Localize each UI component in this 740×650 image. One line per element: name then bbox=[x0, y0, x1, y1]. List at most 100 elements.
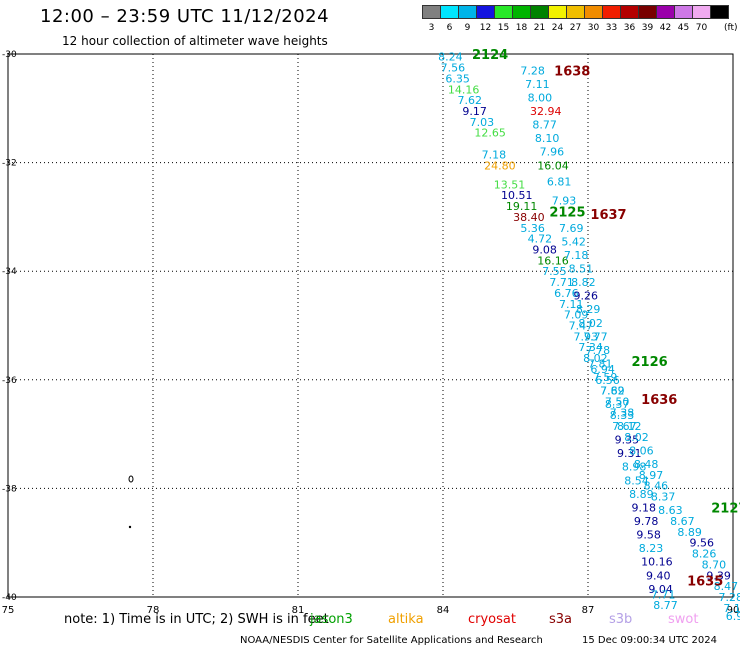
legend-label: 70 bbox=[695, 23, 708, 33]
swh-value-label: 8.29 bbox=[576, 303, 601, 316]
swh-value-label: 10.51 bbox=[501, 189, 533, 202]
swh-value-label: 7.11 bbox=[525, 78, 550, 91]
swh-value-label: 8.97 bbox=[639, 469, 664, 482]
swh-value-label: 8.48 bbox=[634, 458, 659, 471]
pass-number-label: 1636 bbox=[641, 393, 677, 408]
swh-value-label: 7.93 bbox=[574, 330, 599, 343]
swh-value-label: 13.51 bbox=[494, 178, 526, 191]
legend-label: 36 bbox=[623, 23, 636, 33]
swh-value-label: 8.77 bbox=[653, 599, 678, 612]
swh-value-label: 8.63 bbox=[658, 504, 683, 517]
swh-value-label: 7.93 bbox=[552, 195, 577, 208]
legend-label: 33 bbox=[605, 23, 618, 33]
swh-value-label: 6.95 bbox=[726, 610, 740, 623]
swh-value-label: 7.03 bbox=[470, 116, 495, 129]
swh-value-label: 8.37 bbox=[651, 491, 676, 504]
swh-value-label: 12.65 bbox=[474, 127, 506, 140]
map-frame bbox=[7, 53, 734, 598]
lat-tick-label: -30 bbox=[2, 50, 17, 60]
swh-value-label: 8.77 bbox=[532, 119, 557, 132]
swh-value-label: 8.02 bbox=[624, 431, 649, 444]
satellite-name-s3b: s3b bbox=[609, 612, 633, 627]
legend-label: 42 bbox=[659, 23, 672, 33]
swh-value-label: 8.67 bbox=[670, 515, 695, 528]
swh-value-label: 9.40 bbox=[646, 569, 671, 582]
swh-value-label: 8.47 bbox=[714, 580, 739, 593]
swh-value-label: 16.04 bbox=[537, 159, 569, 172]
swh-value-label: 7.69 bbox=[600, 385, 625, 398]
legend-label: 15 bbox=[497, 23, 510, 33]
swh-value-label: 9.04 bbox=[648, 583, 673, 596]
swh-value-label: 8.82 bbox=[571, 276, 596, 289]
lon-tick-label: 75 bbox=[2, 605, 15, 616]
swh-value-label: 8.02 bbox=[583, 352, 608, 365]
lon-tick-label: 87 bbox=[582, 605, 595, 616]
swh-value-label: 10.16 bbox=[641, 556, 673, 569]
legend-label: 27 bbox=[569, 23, 582, 33]
swh-value-label: 7.62 bbox=[458, 94, 483, 107]
swh-value-label: 9.18 bbox=[632, 501, 657, 514]
swh-value-label: 7.28 bbox=[719, 591, 740, 604]
swh-value-label: 9.08 bbox=[532, 243, 557, 256]
swh-value-label: 6.81 bbox=[547, 176, 572, 189]
swh-value-label: 7.71 bbox=[549, 276, 574, 289]
legend-label: 39 bbox=[641, 23, 654, 33]
swh-value-label: 8.02 bbox=[578, 317, 603, 330]
swh-value-label: 8.06 bbox=[629, 444, 654, 457]
pass-number-label: 1638 bbox=[554, 64, 590, 79]
swh-value-label: 9.26 bbox=[574, 290, 599, 303]
swh-value-label: 8.51 bbox=[569, 262, 594, 275]
swh-value-label: 8.24 bbox=[438, 51, 463, 64]
swh-value-label: 32.94 bbox=[530, 105, 562, 118]
footnote: note: 1) Time is in UTC; 2) SWH is in fe… bbox=[64, 612, 329, 627]
swh-value-label: 9.35 bbox=[615, 434, 640, 447]
swh-value-label: 9.78 bbox=[634, 515, 659, 528]
satellite-name-altika: altika bbox=[388, 612, 424, 627]
swh-value-label: 9.58 bbox=[636, 529, 661, 542]
pass-number-label: 2124 bbox=[472, 48, 508, 63]
lat-tick-label: -32 bbox=[2, 159, 17, 169]
swh-value-label: 8.70 bbox=[702, 558, 727, 571]
swh-value-label: 8.98 bbox=[622, 461, 647, 474]
swh-value-label: 9.17 bbox=[462, 105, 487, 118]
swh-value-label: 24.80 bbox=[484, 159, 516, 172]
lat-tick-label: -36 bbox=[2, 376, 17, 386]
legend-label: 24 bbox=[551, 23, 564, 33]
swh-value-label: 7.67 bbox=[612, 420, 637, 433]
swh-value-label: 9.31 bbox=[617, 447, 642, 460]
swh-value-label: 7.82 bbox=[600, 385, 625, 398]
legend-label: 12 bbox=[479, 23, 492, 33]
swh-value-label: 7.11 bbox=[559, 298, 584, 311]
legend-label: 3 bbox=[428, 23, 435, 33]
swh-value-label: 8.23 bbox=[639, 542, 664, 555]
swh-value-label: 6.56 bbox=[595, 374, 620, 387]
generated-timestamp: 15 Dec 09:00:34 UTC 2024 bbox=[582, 635, 717, 646]
swh-value-label: 8.12 bbox=[617, 420, 642, 433]
swh-value-label: 7.69 bbox=[559, 222, 584, 235]
pass-number-label: 1635 bbox=[687, 575, 723, 590]
swh-value-label: 8.54 bbox=[624, 474, 649, 487]
swh-value-label: 8.89 bbox=[629, 488, 654, 501]
swh-value-label: 5.42 bbox=[561, 235, 586, 248]
page-title: 12:00 – 23:59 UTC 11/12/2024 bbox=[40, 6, 330, 27]
swh-value-label: 7.78 bbox=[586, 344, 611, 357]
island-marker bbox=[128, 475, 134, 483]
swh-value-label: 16.16 bbox=[537, 254, 569, 267]
island-marker bbox=[128, 525, 132, 529]
lon-tick-label: 78 bbox=[147, 605, 160, 616]
satellite-name-jason3: jason3 bbox=[310, 612, 353, 627]
swh-value-label: 8.10 bbox=[535, 132, 560, 145]
pass-number-label: 2126 bbox=[632, 355, 668, 370]
swh-value-label: 5.36 bbox=[520, 222, 545, 235]
satellite-name-swot: swot bbox=[668, 612, 699, 627]
swh-value-label: 8.00 bbox=[528, 91, 553, 104]
swh-value-label: 9.39 bbox=[706, 569, 731, 582]
swh-value-label: 8.89 bbox=[677, 526, 702, 539]
lon-tick-label: 81 bbox=[292, 605, 305, 616]
swh-value-label: 7.34 bbox=[578, 341, 603, 354]
swh-value-label: 7.59 bbox=[593, 371, 618, 384]
legend-label: 9 bbox=[464, 23, 471, 33]
satellite-name-cryosat: cryosat bbox=[468, 612, 516, 627]
legend-label: 6 bbox=[446, 23, 453, 33]
